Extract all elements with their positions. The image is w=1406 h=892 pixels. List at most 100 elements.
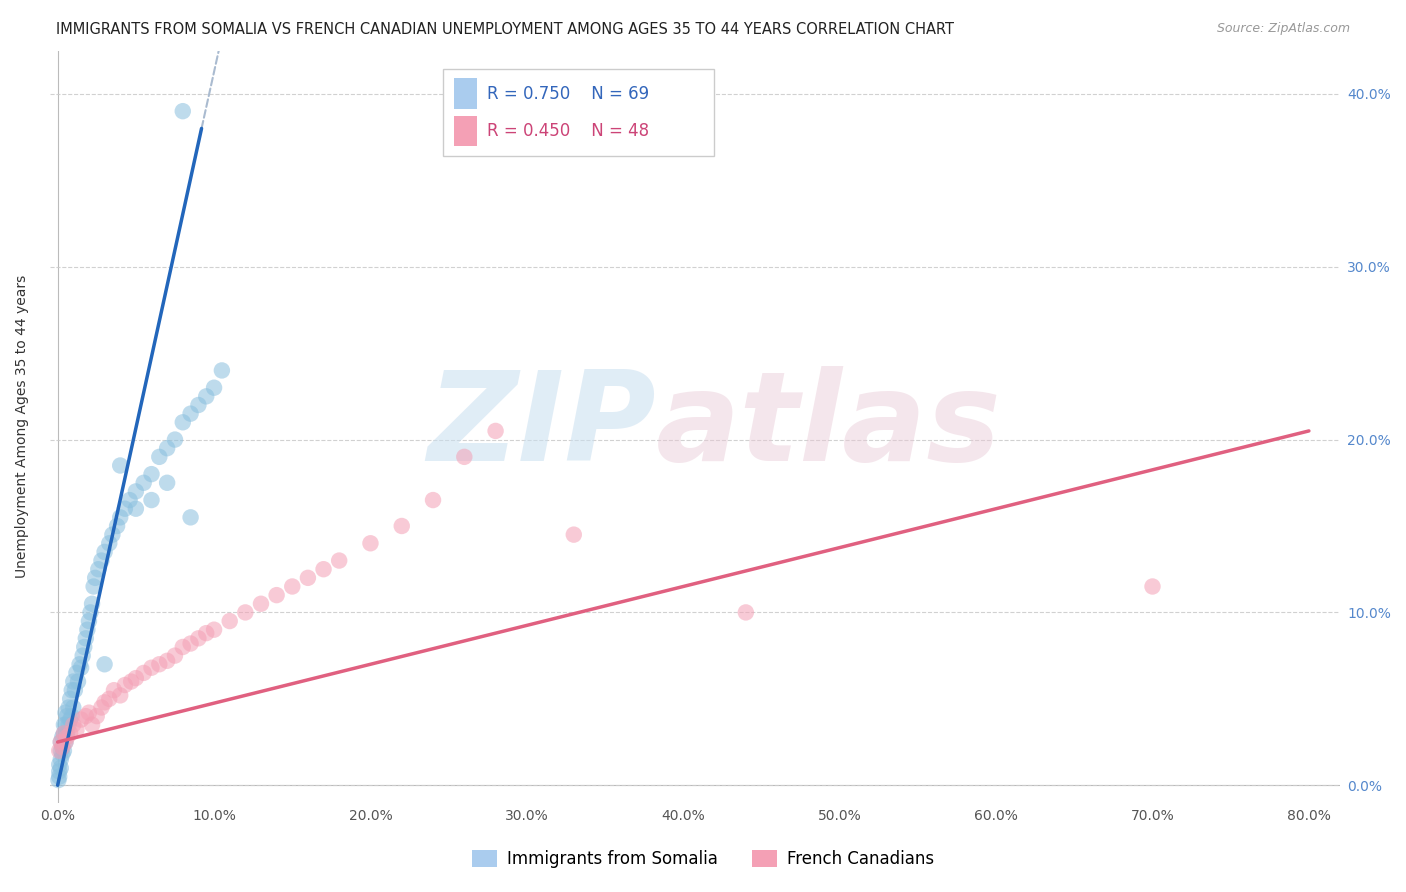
Point (58, 718, 80, 732)
Point (49, 744, 72, 758)
Point (84, 571, 107, 585)
FancyBboxPatch shape (454, 78, 477, 109)
Point (110, 510, 132, 524)
Point (195, 389, 218, 403)
Point (59, 713, 82, 727)
Point (148, 450, 170, 464)
Text: IMMIGRANTS FROM SOMALIA VS FRENCH CANADIAN UNEMPLOYMENT AMONG AGES 35 TO 44 YEAR: IMMIGRANTS FROM SOMALIA VS FRENCH CANADI… (56, 22, 955, 37)
Point (422, 493, 444, 508)
Point (60, 683, 83, 698)
Text: atlas: atlas (657, 366, 1002, 487)
Text: R = 0.450    N = 48: R = 0.450 N = 48 (488, 122, 650, 140)
Point (114, 678, 136, 692)
Point (55, 718, 77, 732)
Point (172, 640, 194, 654)
Legend: Immigrants from Somalia, French Canadians: Immigrants from Somalia, French Canadian… (465, 843, 941, 875)
Point (93, 657, 115, 672)
Point (52, 726, 75, 740)
Point (163, 648, 186, 663)
Point (202, 623, 225, 637)
Point (83, 579, 105, 593)
Point (110, 458, 132, 473)
Point (218, 614, 240, 628)
Point (70, 713, 93, 727)
Point (73, 640, 96, 654)
Point (172, 415, 194, 429)
Point (1142, 579, 1164, 593)
Point (125, 501, 148, 516)
Point (58, 700, 80, 714)
Point (51, 747, 73, 761)
Point (93, 695, 115, 709)
Point (51, 740, 73, 755)
Y-axis label: Unemployment Among Ages 35 to 44 years: Unemployment Among Ages 35 to 44 years (15, 275, 30, 578)
Point (163, 433, 186, 447)
Point (48, 770, 70, 784)
Point (180, 510, 202, 524)
Point (55, 735, 77, 749)
Point (86, 709, 108, 723)
Point (79, 606, 101, 620)
Point (51, 730, 73, 744)
FancyBboxPatch shape (443, 70, 714, 156)
Point (62, 674, 84, 689)
Point (48, 773, 70, 788)
Point (180, 407, 202, 421)
Text: ZIP: ZIP (427, 366, 657, 487)
Point (80, 718, 103, 732)
Point (202, 381, 225, 395)
Point (312, 562, 335, 576)
Point (65, 723, 87, 737)
Point (52, 718, 75, 732)
Point (562, 527, 585, 541)
Point (484, 424, 506, 438)
Point (49, 735, 72, 749)
Point (114, 501, 136, 516)
Point (59, 726, 82, 740)
Point (75, 709, 97, 723)
Point (125, 484, 148, 499)
Point (52, 726, 75, 740)
Point (90, 553, 112, 567)
Point (172, 104, 194, 119)
Point (118, 493, 141, 508)
Point (110, 689, 132, 703)
Point (187, 398, 209, 412)
Point (233, 606, 256, 620)
Point (156, 475, 179, 490)
Point (55, 706, 77, 720)
Point (75, 632, 97, 646)
Point (80, 597, 103, 611)
Point (77, 706, 100, 720)
Point (66, 674, 89, 689)
Point (49, 752, 72, 766)
Point (55, 735, 77, 749)
Point (101, 527, 124, 541)
Point (250, 597, 273, 611)
Point (141, 661, 163, 675)
Point (59, 691, 82, 706)
Point (297, 571, 319, 585)
Text: R = 0.750    N = 69: R = 0.750 N = 69 (488, 85, 650, 103)
Point (48, 757, 70, 772)
Point (211, 363, 233, 377)
Point (180, 636, 202, 650)
Point (62, 700, 84, 714)
Point (132, 475, 155, 490)
Point (98, 536, 121, 550)
Point (266, 588, 288, 602)
Point (195, 626, 218, 640)
Point (56, 709, 79, 723)
Point (72, 648, 94, 663)
Point (98, 691, 121, 706)
Point (105, 519, 128, 533)
Point (48, 764, 70, 779)
Point (51, 740, 73, 755)
Point (156, 441, 179, 455)
Point (49, 735, 72, 749)
Point (141, 493, 163, 508)
Point (70, 661, 93, 675)
Point (52, 744, 75, 758)
Point (56, 730, 79, 744)
FancyBboxPatch shape (454, 116, 477, 146)
